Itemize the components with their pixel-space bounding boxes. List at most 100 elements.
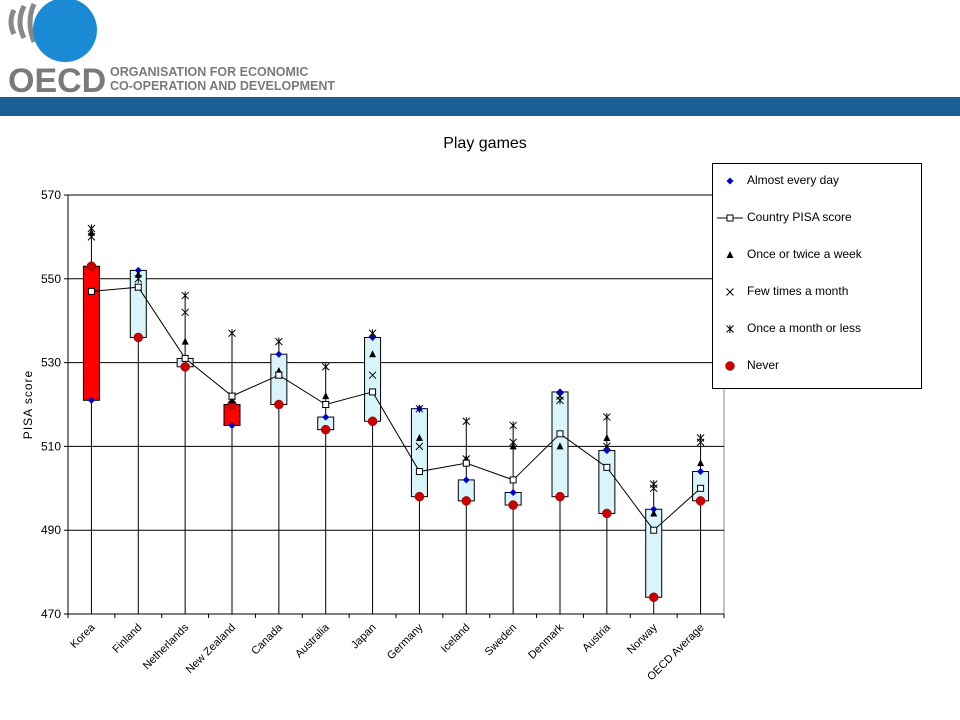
legend-marker: [726, 288, 734, 296]
range-box: [270, 353, 288, 405]
data-point-circle: [86, 261, 97, 271]
data-point-square-open: [556, 430, 564, 438]
data-point-asterisk: [462, 417, 471, 426]
data-point-asterisk: [509, 421, 517, 430]
range-box: [364, 336, 382, 422]
range-box: [598, 450, 616, 514]
x-category-label: New Zealand: [184, 622, 238, 676]
data-point-asterisk: [181, 291, 189, 300]
legend-marker: [725, 361, 735, 371]
data-point-triangle: [369, 350, 377, 358]
legend-label: Once or twice a week: [747, 247, 862, 261]
data-point-circle: [367, 416, 378, 427]
x-category-label: Canada: [249, 621, 285, 657]
data-point-square-open: [697, 484, 705, 492]
data-point-x: [603, 442, 611, 451]
x-category-label: Japan: [349, 622, 379, 652]
data-point-triangle: [697, 459, 705, 467]
y-tick-label: 510: [41, 439, 61, 453]
data-point-asterisk: [556, 396, 564, 405]
data-point-square-open: [415, 468, 423, 476]
data-point-circle: [648, 592, 659, 602]
legend-swatch: [726, 325, 734, 333]
legend-item: Country PISA score: [713, 208, 921, 228]
data-point-x: [368, 371, 377, 380]
data-point-x: [87, 233, 96, 241]
x-category-label: Denmark: [526, 621, 566, 661]
data-point-asterisk: [321, 362, 330, 371]
data-point-circle: [555, 491, 565, 502]
data-point-diamond: [650, 505, 658, 513]
x-category-label: Norway: [625, 621, 660, 656]
y-tick-label: 490: [41, 523, 61, 537]
data-point-asterisk: [649, 480, 658, 489]
data-point-diamond: [322, 413, 330, 421]
data-point-circle: [414, 491, 425, 502]
data-point-diamond: [134, 266, 142, 274]
legend-marker: [726, 251, 734, 258]
data-point-circle: [602, 508, 612, 519]
data-point-square-open: [509, 476, 517, 484]
data-point-triangle: [134, 270, 142, 278]
data-point-circle: [180, 362, 190, 372]
data-point-diamond: [462, 476, 470, 484]
x-category-label: Iceland: [439, 622, 473, 656]
data-point-circle: [320, 424, 331, 435]
data-point-triangle: [509, 442, 517, 450]
data-point-x: [415, 442, 424, 451]
data-point-triangle: [556, 442, 564, 450]
data-point-circle: [461, 496, 472, 506]
legend-item: Once or twice a week: [713, 245, 921, 265]
y-tick-label: 550: [41, 272, 61, 286]
data-point-asterisk: [228, 329, 236, 338]
data-point-x: [181, 308, 189, 317]
y-tick-label: 470: [41, 607, 61, 621]
data-point-square-open: [322, 401, 330, 408]
data-point-asterisk: [603, 413, 611, 422]
data-point-square-open: [87, 287, 95, 295]
header-bar: [0, 97, 960, 116]
data-point-asterisk: [87, 224, 96, 233]
data-point-triangle: [322, 392, 330, 400]
legend-item: Almost every day: [713, 171, 921, 191]
data-point-triangle: [415, 434, 423, 442]
data-point-x: [509, 438, 517, 447]
x-category-label: Korea: [68, 621, 98, 651]
chart-title: Play games: [443, 135, 527, 152]
data-point-square-open: [181, 354, 189, 362]
legend-item: Never: [713, 356, 921, 376]
x-category-label: Netherlands: [141, 621, 192, 672]
x-category-label: Germany: [385, 621, 426, 662]
data-point-asterisk: [368, 329, 377, 338]
legend-label: Few times a month: [747, 284, 849, 298]
country-score-line: [91, 286, 701, 531]
legend-swatch: [725, 361, 735, 371]
data-point-square-open: [134, 283, 142, 291]
oecd-logo: OECD ORGANISATION FOR ECONOMIC CO-OPERAT…: [8, 0, 335, 100]
data-point-square-open: [275, 371, 283, 379]
logo-wordmark: OECD: [8, 62, 106, 100]
range-box: [82, 265, 100, 401]
legend-item: Few times a month: [713, 282, 921, 302]
data-point-square-open: [650, 526, 658, 534]
legend-marker: [726, 214, 734, 222]
x-category-label: Sweden: [483, 622, 520, 659]
data-point-circle: [695, 496, 706, 506]
legend-swatch: [726, 177, 734, 185]
legend-label: Almost every day: [747, 173, 840, 187]
data-point-triangle: [181, 337, 189, 345]
legend-label: Once a month or less: [747, 321, 862, 335]
data-point-square-open: [228, 392, 236, 400]
data-point-square-open: [603, 463, 611, 471]
data-point-triangle: [228, 396, 236, 404]
legend-label: Country PISA score: [747, 210, 852, 224]
data-point-asterisk: [134, 274, 143, 283]
legend-marker: [726, 325, 734, 333]
data-point-triangle: [603, 434, 611, 442]
legend-swatch: [726, 251, 734, 258]
x-category-label: Austria: [580, 621, 613, 654]
legend-swatch: [717, 214, 743, 222]
data-point-square-open: [462, 459, 470, 467]
y-tick-label: 530: [41, 356, 61, 370]
data-point-diamond: [228, 421, 236, 429]
